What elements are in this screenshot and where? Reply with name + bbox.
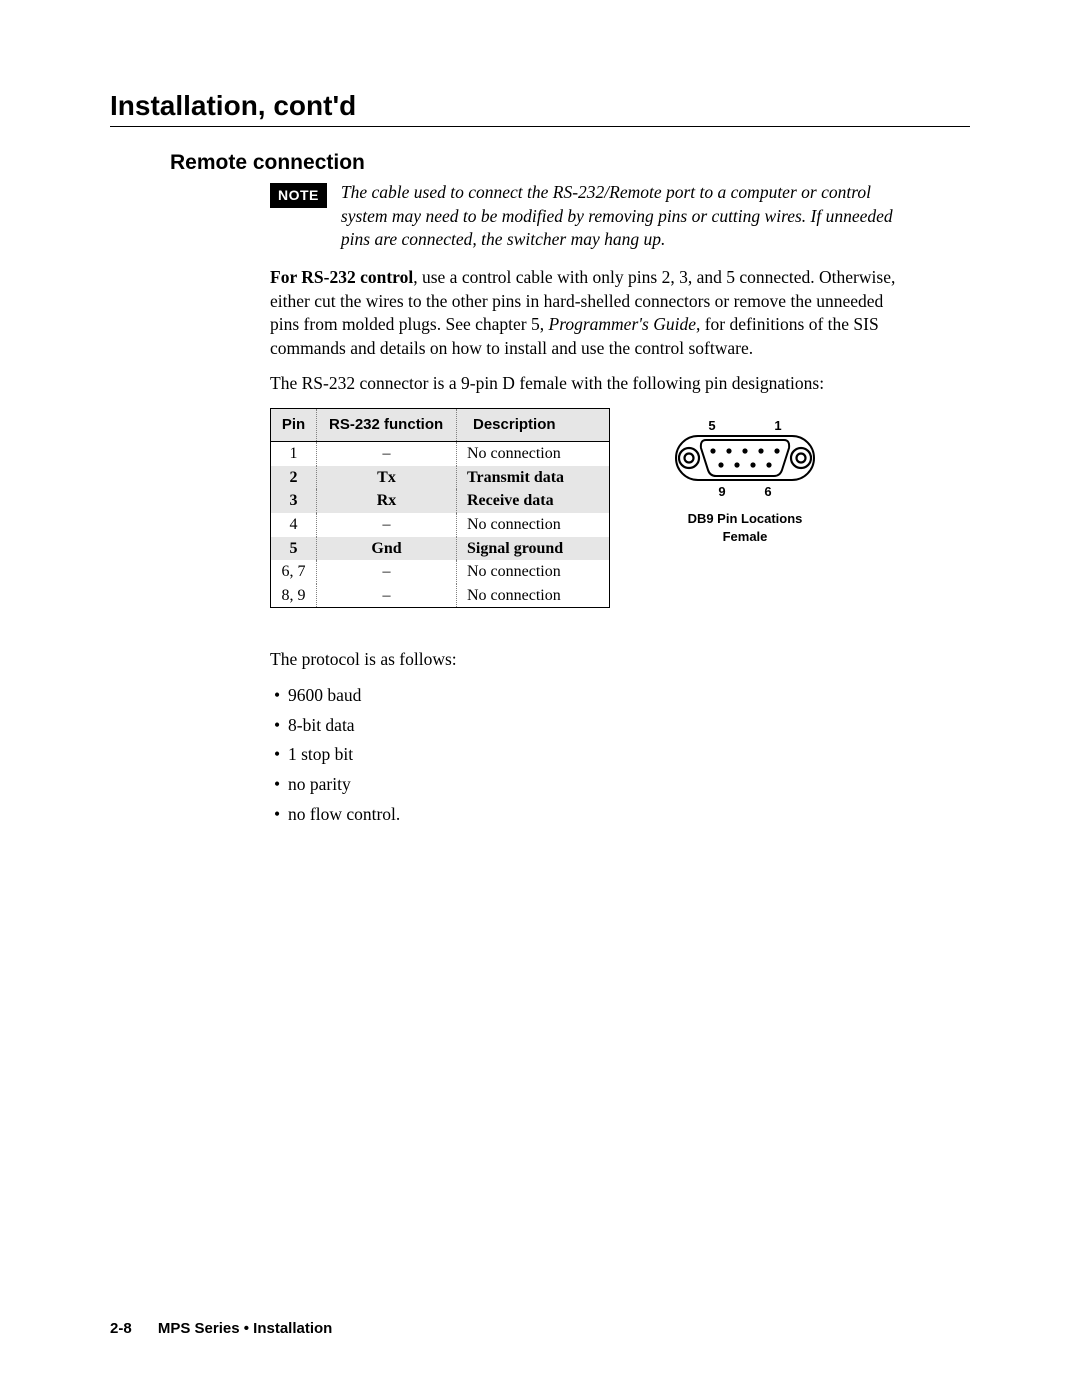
paragraph-rs232-control: For RS-232 control, use a control cable … <box>270 266 900 361</box>
table-cell: Gnd <box>317 537 457 561</box>
table-cell: Signal ground <box>457 537 610 561</box>
section-heading: Remote connection <box>170 151 970 175</box>
table-cell: No connection <box>457 560 610 584</box>
note-block: NOTE The cable used to connect the RS-23… <box>270 181 900 252</box>
list-item: no flow control. <box>274 803 900 827</box>
col-header-pin: Pin <box>271 409 317 442</box>
table-cell: 5 <box>271 537 317 561</box>
heading-rule <box>110 126 970 127</box>
table-cell: Tx <box>317 466 457 490</box>
table-row: 2TxTransmit data <box>271 466 610 490</box>
figure-caption-line1: DB9 Pin Locations <box>650 510 840 528</box>
protocol-intro: The protocol is as follows: <box>270 648 900 672</box>
table-header-row: Pin RS-232 function Description <box>271 409 610 442</box>
table-cell: No connection <box>457 442 610 466</box>
table-row: 1–No connection <box>271 442 610 466</box>
list-item: 9600 baud <box>274 684 900 708</box>
fig-label-1: 1 <box>774 418 781 433</box>
figure-caption-line2: Female <box>650 528 840 546</box>
fig-label-6: 6 <box>764 484 771 499</box>
fig-label-9: 9 <box>718 484 725 499</box>
protocol-list: 9600 baud 8-bit data 1 stop bit no parity no… <box>274 684 900 826</box>
db9-connector-icon: 5 1 <box>650 418 840 508</box>
table-cell: Transmit data <box>457 466 610 490</box>
table-cell: No connection <box>457 513 610 537</box>
table-cell: 1 <box>271 442 317 466</box>
footer-pagenum: 2-8 <box>110 1320 132 1337</box>
table-cell: 6, 7 <box>271 560 317 584</box>
screw-left-icon <box>679 448 699 468</box>
db9-figure: 5 1 <box>650 418 840 545</box>
page: Installation, cont'd Remote connection N… <box>0 0 1080 1397</box>
table-row: 4–No connection <box>271 513 610 537</box>
table-row: 5GndSignal ground <box>271 537 610 561</box>
body-block: NOTE The cable used to connect the RS-23… <box>270 181 900 826</box>
table-cell: – <box>317 584 457 608</box>
list-item: 8-bit data <box>274 714 900 738</box>
paragraph-connector-desc: The RS-232 connector is a 9-pin D female… <box>270 372 900 396</box>
table-row: 3RxReceive data <box>271 489 610 513</box>
table-cell: – <box>317 442 457 466</box>
table-cell: Receive data <box>457 489 610 513</box>
pin-table: Pin RS-232 function Description 1–No con… <box>270 408 610 608</box>
col-header-func: RS-232 function <box>317 409 457 442</box>
footer-product: MPS Series • Installation <box>158 1320 332 1337</box>
table-cell: 3 <box>271 489 317 513</box>
note-badge: NOTE <box>270 183 327 208</box>
table-cell: 4 <box>271 513 317 537</box>
screw-right-icon <box>791 448 811 468</box>
table-row: 6, 7–No connection <box>271 560 610 584</box>
para1-lead: For RS-232 control <box>270 267 413 287</box>
page-footer: 2-8 MPS Series • Installation <box>110 1320 332 1337</box>
col-header-desc: Description <box>457 409 610 442</box>
para1-ref: Programmer's Guide <box>549 314 696 334</box>
table-and-figure-row: Pin RS-232 function Description 1–No con… <box>270 408 900 608</box>
fig-label-5: 5 <box>708 418 715 433</box>
note-text: The cable used to connect the RS-232/Rem… <box>341 181 900 252</box>
protocol-block: The protocol is as follows: 9600 baud 8-b… <box>270 648 900 826</box>
table-cell: Rx <box>317 489 457 513</box>
table-row: 8, 9–No connection <box>271 584 610 608</box>
table-cell: – <box>317 513 457 537</box>
table-cell: 8, 9 <box>271 584 317 608</box>
table-cell: No connection <box>457 584 610 608</box>
list-item: no parity <box>274 773 900 797</box>
table-cell: 2 <box>271 466 317 490</box>
list-item: 1 stop bit <box>274 743 900 767</box>
table-cell: – <box>317 560 457 584</box>
chapter-heading: Installation, cont'd <box>110 90 970 122</box>
